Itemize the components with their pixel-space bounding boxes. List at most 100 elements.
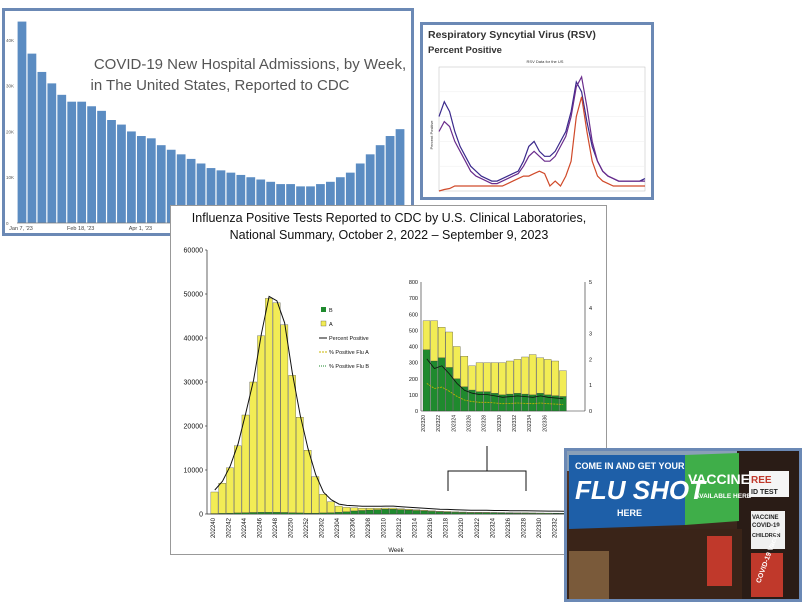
flu-bar-a xyxy=(210,491,219,514)
covid-bar xyxy=(326,181,335,223)
flu-inset-x-tick-label: 202336 xyxy=(542,415,548,432)
covid-bar xyxy=(266,181,276,223)
flu-inset-flu-a-line xyxy=(426,383,564,405)
covid-bar xyxy=(97,110,106,223)
covid-bar xyxy=(117,124,126,223)
flu-x-tick-label: 202320 xyxy=(459,517,465,538)
flu-inset-x-tick-label: 202328 xyxy=(482,415,488,432)
covid-bar xyxy=(246,177,256,223)
flu-inset-y-tick-label: 100 xyxy=(409,393,418,399)
flu-bar-b xyxy=(257,512,265,515)
flu-bar-b xyxy=(404,509,413,515)
covid-bar xyxy=(365,154,375,223)
covid-bar xyxy=(385,136,395,223)
covid-bar xyxy=(166,149,176,223)
flu-inset-percent-line xyxy=(426,358,564,400)
flu-x-tick-label: 202326 xyxy=(506,517,512,538)
flu-bar-b xyxy=(234,512,242,515)
flu-bar-b xyxy=(350,510,358,515)
flu-bar-a xyxy=(412,509,421,511)
flu-x-tick-label: 202332 xyxy=(552,517,558,538)
flu-y-tick-label: 60000 xyxy=(184,248,204,255)
flu-bar-a xyxy=(319,494,327,514)
covid-bar xyxy=(146,138,156,223)
flu-bar-b xyxy=(334,512,343,515)
flu-inset-y-tick-label: 700 xyxy=(409,296,418,302)
flu-bar-a xyxy=(435,511,444,512)
flu-bar-b xyxy=(249,512,258,515)
sign2: COVID-19 xyxy=(752,523,780,529)
flu-bar-b xyxy=(466,512,475,515)
rsv-chart: Respiratory Syncytial Virus (RSV) Percen… xyxy=(428,29,646,192)
flu-x-tick-label: 202314 xyxy=(413,517,419,538)
flu-y-tick-label: 0 xyxy=(199,512,203,519)
flu-inset-y-tick-label: 500 xyxy=(409,328,418,334)
flu-bar-b xyxy=(272,512,281,515)
flu-inset-bar-a xyxy=(544,359,552,396)
flu-inset-y-tick-label: 0 xyxy=(415,409,418,415)
covid-bar xyxy=(77,101,87,223)
flu-bar-a xyxy=(327,501,335,513)
vaccine-sign xyxy=(751,511,785,549)
flu-inset-bar-a xyxy=(475,362,484,392)
flu-bar-a xyxy=(420,510,428,512)
flu-bar-b xyxy=(474,512,483,515)
covid-bar xyxy=(206,168,216,223)
covid-y-tick-label: 0 xyxy=(6,221,9,226)
covid-bar xyxy=(236,174,246,223)
banner-line2: FLU SHOT xyxy=(575,475,707,505)
flu-bar-a xyxy=(280,324,289,513)
flu-legend-label: A xyxy=(329,322,333,328)
flu-inset-y2-tick-label: 5 xyxy=(589,280,592,286)
flu-inset-y-tick-label: 600 xyxy=(409,312,418,318)
flu-bar-b xyxy=(490,512,498,515)
flu-bar-b xyxy=(319,512,327,515)
covid-bar xyxy=(107,120,116,223)
flu-x-tick-label: 202240 xyxy=(211,517,217,538)
covid-bar xyxy=(67,101,77,223)
flu-bar-a xyxy=(288,375,296,513)
flu-x-tick-label: 202304 xyxy=(335,517,341,538)
flu-legend-label: B xyxy=(329,308,333,314)
covid-bar xyxy=(27,53,37,223)
covid-admissions-chart: COVID-19 New Hospital Admissions, by Wee… xyxy=(6,21,406,232)
flu-inset-y2-tick-label: 2 xyxy=(589,357,592,363)
flu-y-tick-label: 30000 xyxy=(184,380,204,387)
flu-inset-bar-b xyxy=(422,349,431,412)
flu-x-tick-label: 202252 xyxy=(304,517,310,538)
flu-bar-a xyxy=(311,476,320,514)
covid-x-tick-label: Apr 1, '23 xyxy=(129,226,152,232)
flu-inset-bar-a xyxy=(468,365,476,391)
flu-bar-b xyxy=(358,510,366,515)
banner-right1: VACCINES xyxy=(688,471,759,487)
flu-inset-bar-a xyxy=(506,360,514,395)
covid-y-tick-label: 30K xyxy=(6,84,14,89)
covid-bar xyxy=(136,136,146,223)
flu-legend-label: % Positive Flu A xyxy=(329,350,369,356)
covid-bar xyxy=(226,172,236,223)
covid-x-tick-label: Feb 18, '23 xyxy=(67,226,94,232)
covid-bar xyxy=(316,184,325,223)
side-text: REE xyxy=(751,475,772,486)
flu-inset-y-tick-label: 300 xyxy=(409,361,418,367)
flu-bar-b xyxy=(482,512,490,515)
flu-bar-b xyxy=(381,509,390,515)
rsv-ylabel: Percent Positive xyxy=(429,120,434,150)
free-test-sign xyxy=(749,471,789,497)
covid-bar xyxy=(57,94,67,223)
flu-bar-b xyxy=(451,512,459,515)
flu-bar-a xyxy=(249,381,258,513)
photo-red-door xyxy=(707,536,732,586)
flu-bar-a xyxy=(381,507,390,510)
flu-y-tick-label: 10000 xyxy=(184,468,204,475)
flu-inset-x-tick-label: 202322 xyxy=(436,415,442,432)
flu-inset-bar-a xyxy=(430,320,438,362)
banner-line1: COME IN AND GET YOUR xyxy=(575,461,685,471)
rsv-series-line xyxy=(438,75,645,185)
flu-x-tick-label: 202248 xyxy=(273,517,279,538)
flu-inset-bar-a xyxy=(513,359,522,394)
flu-shot-photo: COME IN AND GET YOUR FLU SHOT HERE VACCI… xyxy=(564,448,802,602)
influenza-chart-panel: Influenza Positive Tests Reported to CDC… xyxy=(170,205,607,555)
flu-inset-y2-tick-label: 3 xyxy=(589,332,592,338)
flu-bar-a xyxy=(234,445,242,514)
